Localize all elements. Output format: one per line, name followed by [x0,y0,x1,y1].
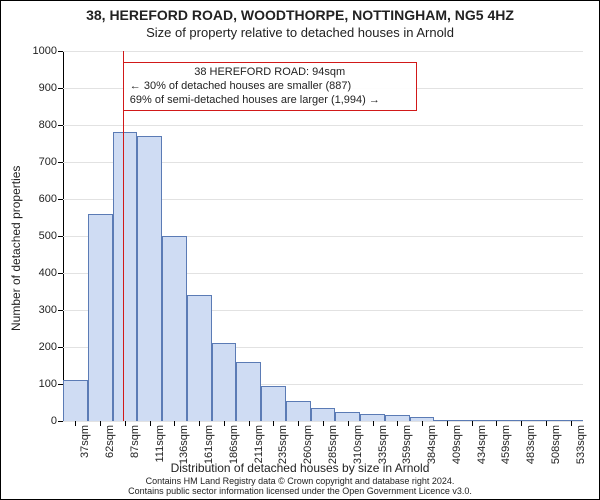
x-tick-label: 136sqm [178,425,190,464]
x-tick-mark [100,421,101,426]
x-tick-label: 62sqm [104,425,116,458]
x-tick-label: 508sqm [550,425,562,464]
y-tick-mark [58,236,63,237]
y-tick-label: 200 [39,341,57,353]
attribution-text: Contains HM Land Registry data © Crown c… [1,477,599,497]
x-tick-label: 483sqm [525,425,537,464]
x-tick-mark [174,421,175,426]
x-tick-mark [496,421,497,426]
chart-title: 38, HEREFORD ROAD, WOODTHORPE, NOTTINGHA… [1,7,599,23]
y-tick-mark [58,421,63,422]
histogram-bar [311,408,336,421]
x-tick-mark [125,421,126,426]
x-tick-mark [150,421,151,426]
y-tick-mark [58,162,63,163]
plot-area: 0100200300400500600700800900100037sqm62s… [63,51,583,421]
histogram-bar [261,386,286,421]
x-tick-mark [571,421,572,426]
x-tick-label: 310sqm [352,425,364,464]
chart-container: { "title_main": "38, HEREFORD ROAD, WOOD… [0,0,600,500]
histogram-bar [187,295,212,421]
y-tick-label: 800 [39,119,57,131]
annotation-line: ← 30% of detached houses are smaller (88… [130,80,410,94]
y-tick-label: 700 [39,156,57,168]
x-tick-label: 260sqm [302,425,314,464]
y-tick-mark [58,125,63,126]
annotation-line: 38 HEREFORD ROAD: 94sqm [130,66,410,80]
x-tick-mark [397,421,398,426]
y-tick-label: 600 [39,193,57,205]
annotation-box: 38 HEREFORD ROAD: 94sqm← 30% of detached… [123,62,417,111]
y-tick-mark [58,199,63,200]
y-tick-label: 1000 [33,45,57,57]
y-axis-label: Number of detached properties [9,166,23,331]
y-tick-mark [58,88,63,89]
x-tick-mark [348,421,349,426]
histogram-bar [162,236,187,421]
x-tick-label: 235sqm [277,425,289,464]
x-tick-label: 37sqm [79,425,91,458]
histogram-bar [286,401,311,421]
histogram-bar [63,380,88,421]
y-tick-label: 100 [39,378,57,390]
x-tick-mark [323,421,324,426]
histogram-bar [335,412,360,421]
x-tick-label: 285sqm [327,425,339,464]
x-tick-label: 434sqm [476,425,488,464]
x-tick-label: 87sqm [129,425,141,458]
x-tick-label: 384sqm [426,425,438,464]
y-tick-label: 500 [39,230,57,242]
x-tick-label: 111sqm [154,425,166,463]
x-tick-mark [224,421,225,426]
histogram-bar [113,132,138,421]
gridline-h [63,125,583,126]
attribution-line-2: Contains public sector information licen… [128,486,472,496]
annotation-line: 69% of semi-detached houses are larger (… [130,94,410,108]
chart-subtitle: Size of property relative to detached ho… [1,25,599,40]
x-tick-label: 459sqm [500,425,512,464]
y-tick-label: 400 [39,267,57,279]
histogram-bar [88,214,113,421]
y-tick-mark [58,310,63,311]
x-tick-label: 335sqm [377,425,389,464]
x-tick-mark [373,421,374,426]
x-tick-mark [447,421,448,426]
y-tick-mark [58,51,63,52]
x-tick-label: 409sqm [451,425,463,464]
y-tick-mark [58,347,63,348]
x-tick-mark [521,421,522,426]
y-tick-label: 900 [39,82,57,94]
x-tick-mark [472,421,473,426]
y-tick-mark [58,273,63,274]
x-tick-mark [199,421,200,426]
x-tick-mark [298,421,299,426]
x-tick-mark [249,421,250,426]
histogram-bar [137,136,162,421]
x-axis-label: Distribution of detached houses by size … [1,461,599,475]
x-tick-label: 211sqm [253,425,265,463]
x-tick-mark [273,421,274,426]
x-tick-mark [422,421,423,426]
histogram-bar [212,343,237,421]
x-tick-mark [546,421,547,426]
y-tick-label: 0 [51,415,57,427]
x-tick-mark [75,421,76,426]
x-tick-label: 161sqm [203,425,215,464]
y-tick-label: 300 [39,304,57,316]
histogram-bar [236,362,261,421]
x-tick-label: 186sqm [228,425,240,464]
x-tick-label: 533sqm [575,425,587,464]
gridline-h [63,51,583,52]
x-tick-label: 359sqm [401,425,413,464]
attribution-line-1: Contains HM Land Registry data © Crown c… [146,476,455,486]
histogram-bar [360,414,385,421]
